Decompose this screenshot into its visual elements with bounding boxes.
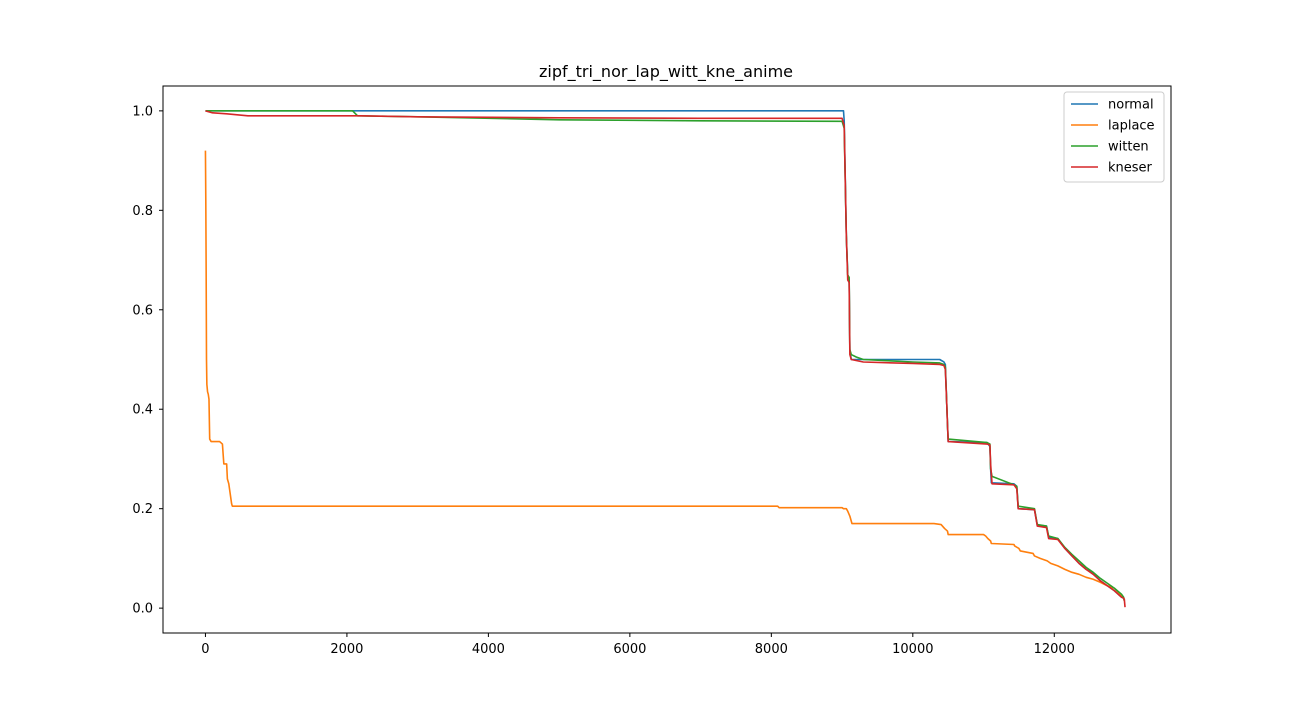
x-tick-label: 0	[201, 642, 209, 657]
y-tick-label: 1.0	[132, 104, 153, 119]
legend-label-witten: witten	[1108, 140, 1149, 155]
series-line-laplace	[204, 150, 1126, 601]
y-tick-label: 0.4	[132, 403, 153, 418]
legend: normal laplace witten kneser	[1063, 91, 1165, 183]
x-axis: 0 2000 4000 6000 8000 10000 12000	[201, 633, 1075, 657]
chart-title: zipf_tri_nor_lap_witt_kne_anime	[539, 62, 793, 82]
x-tick-label: 6000	[613, 642, 646, 657]
x-tick-label: 2000	[330, 642, 363, 657]
y-tick-label: 0.8	[132, 204, 153, 219]
x-tick-label: 10000	[892, 642, 933, 657]
x-tick-label: 12000	[1034, 642, 1075, 657]
plot-frame	[162, 85, 1172, 634]
series-line-kneser	[205, 110, 1126, 608]
y-tick-label: 0.6	[132, 303, 153, 318]
legend-label-normal: normal	[1108, 98, 1154, 113]
y-tick-label: 0.0	[132, 602, 153, 617]
x-tick-label: 4000	[472, 642, 505, 657]
legend-box	[1063, 91, 1165, 183]
legend-label-kneser: kneser	[1108, 161, 1153, 176]
y-axis: 0.0 0.2 0.4 0.6 0.8 1.0	[132, 104, 163, 617]
x-tick-label: 8000	[755, 642, 788, 657]
legend-label-laplace: laplace	[1108, 119, 1155, 134]
series-layer	[204, 110, 1126, 608]
y-tick-label: 0.2	[132, 502, 153, 517]
